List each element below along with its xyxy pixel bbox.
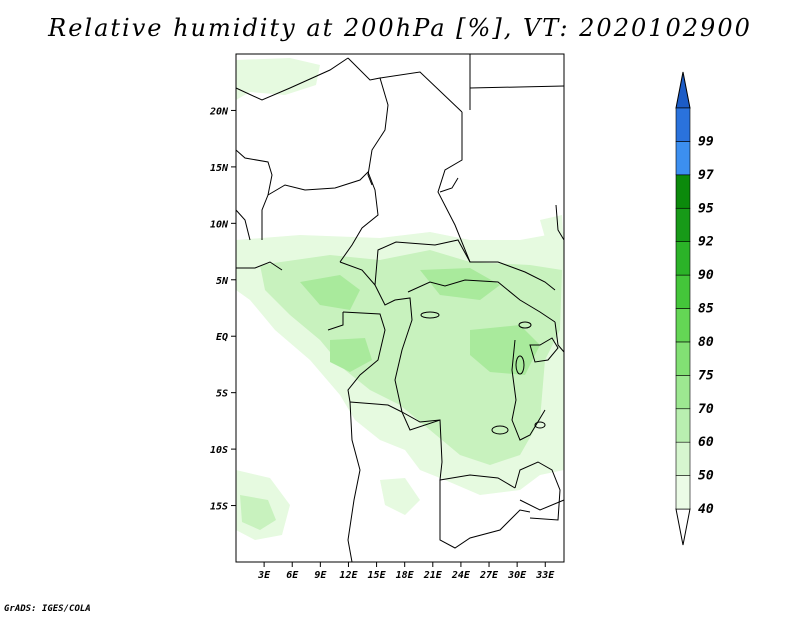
humidity-area — [300, 275, 360, 310]
axis-ticks: 20N 15N 10N 5N EQ 5S 10S 15S 3E 6E 9E 12E 15E 18E 21E 2… — [209, 106, 555, 581]
border-line — [514, 461, 561, 521]
humidity-area — [240, 495, 276, 530]
colorbar-label: 85 — [698, 302, 714, 317]
colorbar-segment — [675, 408, 691, 443]
border-line — [235, 57, 349, 101]
credit-text: GrADS: IGES/COLA — [4, 604, 91, 614]
border-line — [379, 71, 463, 113]
border-line — [554, 321, 565, 353]
colorbar-segment — [675, 341, 691, 376]
lake-outline — [420, 311, 440, 319]
chart-title: Relative humidity at 200hPa [%], VT: 202… — [48, 14, 752, 42]
colorbar-label: 60 — [698, 435, 714, 450]
border-line — [407, 279, 556, 323]
colorbar-segment — [675, 241, 691, 276]
colorbar-segment — [675, 308, 691, 343]
lon-tick-label: 24E — [451, 570, 471, 581]
colorbar-segment — [675, 141, 691, 176]
colorbar-label: 70 — [698, 402, 714, 417]
lat-tick-label: EQ — [216, 332, 228, 343]
lat-tick-label: 10S — [210, 445, 228, 456]
lon-tick-label: 12E — [339, 570, 358, 581]
border-line — [511, 339, 546, 441]
border-line — [555, 204, 565, 241]
border-line — [342, 311, 386, 403]
border-line — [347, 57, 389, 186]
border-line — [235, 209, 251, 241]
border-line — [439, 177, 459, 193]
border-line — [469, 85, 565, 89]
humidity-area — [380, 478, 420, 515]
colorbar-segment — [675, 375, 691, 410]
border-line — [374, 284, 413, 413]
lake-outline — [534, 421, 546, 429]
colorbar-segment — [675, 174, 691, 209]
lake-outline — [518, 321, 532, 329]
lon-tick-label: 9E — [314, 570, 327, 581]
lon-tick-label: 27E — [479, 570, 499, 581]
colorbar-label: 80 — [698, 335, 714, 350]
lat-tick-label: 10N — [210, 219, 229, 230]
colorbar-label: 95 — [698, 201, 714, 216]
lat-tick-label: 15S — [210, 502, 228, 513]
border-line — [327, 312, 344, 331]
border-line — [437, 112, 471, 263]
lake-outline — [515, 355, 525, 375]
colorbar-label: 40 — [698, 502, 714, 517]
colorbar-segment — [675, 107, 691, 142]
humidity-area — [236, 58, 320, 100]
colorbar-label: 92 — [698, 235, 714, 250]
lon-tick-label: 18E — [396, 570, 415, 581]
colorbar-bottom-arrow — [675, 508, 691, 546]
colorbar-segment — [675, 274, 691, 309]
border-line — [267, 171, 379, 263]
lon-tick-label: 3E — [257, 570, 271, 581]
lat-tick-label: 15N — [210, 163, 229, 174]
border-line — [339, 239, 556, 291]
colorbar-label: 90 — [698, 268, 714, 283]
colorbar: 40 50 60 70 75 80 85 90 92 95 97 99 — [675, 71, 714, 546]
lon-tick-label: 15E — [368, 570, 387, 581]
border-line — [439, 480, 531, 549]
lat-tick-label: 5S — [216, 389, 228, 400]
border-line — [236, 261, 283, 271]
lon-tick-label: 30E — [507, 570, 527, 581]
lat-tick-label: 20N — [209, 106, 229, 117]
border-line — [401, 411, 441, 423]
lon-tick-label: 33E — [535, 570, 555, 581]
border-line — [347, 401, 361, 563]
humidity-area — [420, 268, 500, 300]
colorbar-segment — [675, 441, 691, 476]
humidity-field — [236, 58, 564, 540]
humidity-area — [330, 338, 372, 372]
map-frame — [235, 53, 565, 563]
colorbar-segment — [675, 207, 691, 242]
colorbar-segment — [675, 475, 691, 510]
lon-tick-label: 6E — [286, 570, 299, 581]
country-borders — [235, 54, 565, 563]
colorbar-label: 99 — [698, 134, 714, 149]
border-line — [519, 499, 565, 511]
colorbar-label: 75 — [698, 368, 714, 383]
border-line — [349, 401, 516, 489]
lake-outline — [491, 425, 509, 435]
lat-tick-label: 5N — [216, 276, 229, 287]
colorbar-label: 97 — [698, 168, 714, 183]
border-line — [529, 337, 559, 363]
humidity-area — [470, 325, 540, 375]
colorbar-label: 50 — [698, 469, 714, 484]
lon-tick-label: 21E — [423, 570, 443, 581]
border-line — [235, 149, 273, 240]
colorbar-top-arrow — [675, 71, 691, 109]
